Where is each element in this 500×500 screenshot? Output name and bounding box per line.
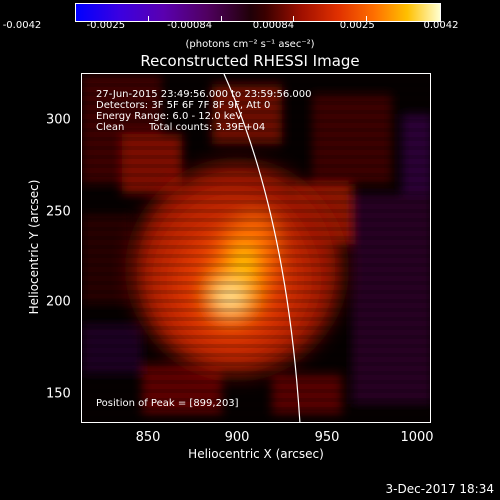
- colorbar-tick-label: 0.0025: [339, 20, 375, 31]
- colorbar-tick-mark: [147, 16, 149, 21]
- colorbar-tick-label: -0.0025: [86, 20, 126, 31]
- colorbar-tick-mark: [366, 16, 368, 21]
- solar-image-plot: 27-Jun-2015 23:49:56.000 to 23:59:56.000…: [81, 73, 431, 423]
- y-tick-label: 200: [46, 294, 71, 310]
- rhessi-image: [82, 74, 430, 422]
- colorbar-tick-mark: [220, 16, 222, 21]
- colorbar-units: (photons cm⁻² s⁻¹ asec⁻²): [185, 39, 315, 50]
- x-tick-label: 900: [224, 430, 250, 445]
- colorbar-tick-label: 0.0042: [423, 20, 459, 31]
- image-title: Reconstructed RHESSI Image: [140, 52, 360, 70]
- y-tick-label: 150: [46, 386, 71, 402]
- y-tick-label: 300: [46, 112, 71, 128]
- y-tick-label: 250: [46, 204, 71, 220]
- x-tick-label: 950: [314, 430, 340, 445]
- date-stamp: 3-Dec-2017 18:34: [385, 482, 494, 496]
- info-counts: Total counts: 3.39E+04: [149, 122, 266, 133]
- solar-limb-line: [223, 74, 301, 422]
- info-peak: Position of Peak = [899,203]: [96, 398, 239, 409]
- colorbar-tick-label: -0.00084: [167, 20, 213, 31]
- x-tick-label: 1000: [400, 430, 434, 445]
- colorbar-tick-label: 0.00084: [252, 20, 295, 31]
- info-algorithm: Clean: [96, 122, 125, 133]
- info-energy: Energy Range: 6.0 - 12.0 keV: [96, 111, 243, 122]
- info-time-range: 27-Jun-2015 23:49:56.000 to 23:59:56.000: [96, 89, 312, 100]
- y-axis-label: Heliocentric Y (arcsec): [27, 179, 41, 315]
- colorbar: [75, 3, 441, 22]
- x-tick-label: 850: [135, 430, 161, 445]
- info-detectors: Detectors: 3F 5F 6F 7F 8F 9F, Att 0: [96, 100, 271, 111]
- colorbar-tick-mark: [293, 16, 295, 21]
- x-axis-label: Heliocentric X (arcsec): [188, 447, 324, 461]
- colorbar-tick-label: -0.0042: [2, 20, 42, 31]
